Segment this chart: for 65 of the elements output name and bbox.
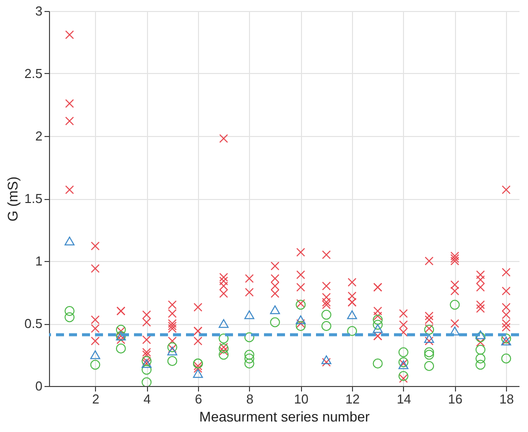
point [347, 310, 358, 320]
x-tick-label: 8 [246, 392, 254, 406]
point [244, 358, 254, 368]
point [64, 236, 75, 246]
point [90, 350, 100, 360]
y-tick-label: 3 [35, 4, 42, 18]
x-tick-label: 6 [194, 392, 202, 406]
point [142, 377, 152, 386]
point [424, 350, 434, 360]
point [218, 334, 229, 344]
x-tick-label: 10 [294, 392, 308, 406]
point [476, 330, 486, 340]
x-tick-label: 2 [92, 392, 100, 406]
point [116, 344, 126, 354]
point [398, 371, 408, 381]
point [167, 356, 178, 366]
point [90, 360, 100, 370]
point [398, 347, 408, 358]
point [476, 354, 486, 364]
point [450, 326, 460, 336]
y-tick-label: 1 [35, 254, 42, 268]
point [424, 361, 434, 371]
point [296, 315, 306, 324]
point [321, 321, 332, 331]
point [501, 354, 512, 364]
y-axis-title: G (mS) [4, 176, 20, 222]
x-axis-title: Measurment series number [199, 408, 370, 424]
point [244, 350, 254, 360]
point [424, 347, 434, 358]
y-tick-label: 0.5 [24, 316, 42, 331]
point [270, 305, 280, 314]
point [501, 334, 512, 344]
x-tick-label: 18 [499, 392, 514, 406]
x-tick-label: 12 [345, 392, 360, 406]
point [450, 300, 460, 310]
point [64, 306, 75, 316]
point [296, 321, 306, 331]
point [244, 332, 254, 342]
y-tick-label: 1.5 [24, 191, 42, 206]
point [476, 344, 486, 355]
x-tick-label: 4 [143, 392, 151, 406]
y-tick-label: 2.5 [24, 66, 42, 81]
point [424, 334, 434, 343]
point [142, 364, 152, 375]
y-tick-label: 2 [35, 128, 42, 144]
point [218, 350, 229, 360]
point [372, 358, 383, 368]
point [218, 319, 229, 328]
point [270, 317, 280, 328]
point [167, 346, 178, 356]
point [372, 324, 383, 333]
x-tick-label: 16 [448, 392, 463, 406]
point [476, 332, 486, 342]
point [372, 320, 383, 330]
point [321, 310, 332, 320]
x-tick-label: 14 [396, 392, 412, 406]
point [476, 360, 486, 370]
point [321, 355, 332, 364]
point [347, 326, 358, 336]
point [244, 354, 254, 364]
point [244, 310, 254, 320]
point [64, 312, 75, 322]
point [372, 314, 383, 325]
y-tick-label: 0 [35, 378, 42, 394]
point [192, 369, 203, 378]
